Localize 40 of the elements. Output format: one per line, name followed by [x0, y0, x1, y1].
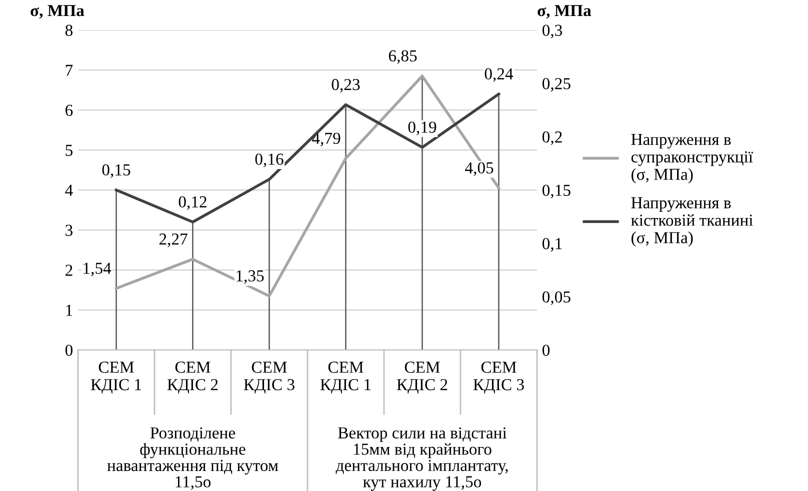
y-tick-label: 8 — [65, 24, 73, 36]
y2-tick-label: 0,1 — [542, 238, 562, 252]
x-tick-label: СЕМ КДІС 2 — [396, 362, 448, 394]
legend-label: Напруження в кістковій тканині (σ, МПа) — [631, 197, 753, 247]
text: Вектор сили на відстані 15мм від крайнього дентального імплантату, кут нахилу 11,5о — [336, 427, 508, 491]
data-label: 1,54 — [84, 262, 112, 276]
x-tick-label: СЕМ КДІС 3 — [473, 362, 524, 394]
data-label: 0,19 — [408, 122, 436, 136]
data-label: 2,27 — [159, 234, 188, 248]
y2-tick-label: 0,2 — [542, 131, 562, 146]
x-tick-label: СЕМ КДІС 1 — [90, 362, 142, 394]
y-tick-label: 6 — [66, 104, 73, 116]
x-tick-label: СЕМ КДІС 1 — [320, 362, 371, 394]
data-label: 1,35 — [236, 270, 264, 284]
legend-label: Напруження в супраконструкції (σ, МПа) — [631, 134, 754, 184]
data-label: 4,05 — [465, 162, 494, 176]
y2-axis-title: σ, МПа — [538, 5, 592, 19]
y2-tick-label: 0,25 — [542, 78, 570, 92]
data-label: 0,12 — [178, 196, 206, 210]
data-label: 0,24 — [484, 68, 514, 82]
data-label: 0,16 — [255, 154, 284, 168]
y2-tick-label: 0 — [542, 344, 550, 356]
x-tick-label: СЕМ КДІС 3 — [244, 362, 294, 394]
data-label: 6,85 — [388, 50, 417, 64]
data-label: 0,23 — [332, 78, 360, 93]
x-tick-label: СЕМ КДІС 2 — [167, 362, 218, 394]
y-tick-label: 1 — [66, 304, 72, 316]
data-label: 0,15 — [102, 164, 130, 178]
y2-tick-label: 0,3 — [542, 24, 562, 38]
text: Розподілене функціональне навантаження під кутом 11,5о — [107, 427, 278, 490]
y2-tick-label: 0,15 — [542, 184, 570, 198]
y2-tick-label: 0,05 — [542, 291, 570, 306]
y-axis-title: σ, МПа — [30, 5, 84, 19]
y-tick-label: 0 — [65, 344, 73, 356]
y-tick-label: 5 — [66, 144, 72, 156]
y-tick-label: 2 — [66, 264, 72, 276]
y-tick-label: 3 — [66, 224, 72, 236]
y-tick-label: 7 — [66, 64, 73, 76]
y-tick-label: 4 — [65, 184, 73, 196]
data-label: 4,79 — [312, 132, 340, 146]
